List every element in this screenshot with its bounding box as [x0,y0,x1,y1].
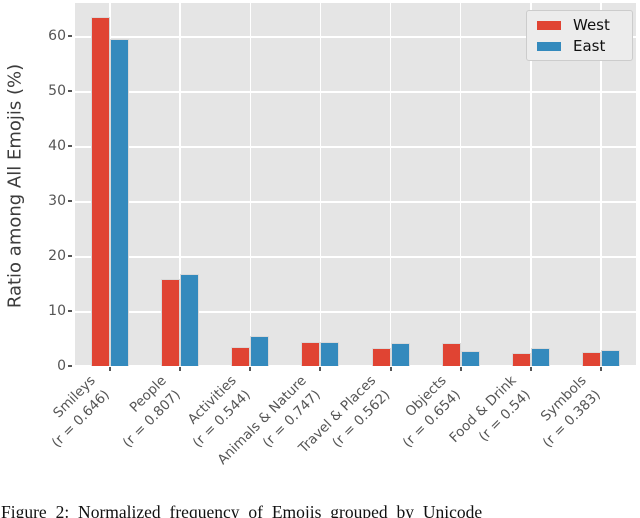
legend-label-east: East [573,37,606,55]
figure-caption: Figure 2: Normalized frequency of Emojis… [1,502,483,518]
x-tick-mark-travel-places [389,367,392,371]
gridline-h-60 [75,36,636,38]
gridline-h-20 [75,256,636,258]
y-tick-label-30: 30 [48,193,66,209]
bar-east-travel-places [390,343,410,366]
bar-east-smileys [110,38,130,366]
y-tick-mark-30 [68,200,72,202]
legend-label-west: West [573,16,610,34]
bar-west-travel-places [371,347,391,366]
legend: West East [526,10,633,61]
y-tick-label-50: 50 [48,83,66,99]
legend-swatch-east [537,42,561,51]
bar-west-objects [441,343,461,366]
y-tick-label-60: 60 [48,28,66,44]
y-tick-mark-10 [68,310,72,312]
x-tick-mark-food-drink [529,367,532,371]
y-tick-mark-40 [68,145,72,147]
bar-east-activities [250,336,270,366]
x-tick-mark-objects [459,367,462,371]
y-tick-mark-60 [68,35,72,37]
gridline-v-people [179,3,181,366]
gridline-v-food-drink [530,3,532,366]
y-tick-mark-0 [68,365,72,367]
x-tick-label-symbols: Symbols (r = 0.383) [525,372,605,452]
bar-east-symbols [600,350,620,366]
x-tick-mark-people [179,367,182,371]
bar-east-food-drink [530,348,550,366]
y-tick-label-0: 0 [57,358,66,374]
gridline-v-symbols [600,3,602,366]
x-tick-label-smileys: Smileys (r = 0.646) [34,372,114,452]
bar-west-symbols [581,351,601,366]
bar-east-people [180,273,200,366]
y-axis-label: Ratio among All Emojis (%) [4,63,26,309]
x-tick-label-people: People (r = 0.807) [104,372,184,452]
gridline-v-objects [459,3,462,366]
gridline-v-travel-places [389,3,392,366]
x-tick-mark-activities [249,367,252,371]
gridline-h-10 [75,311,636,313]
legend-item-east: East [537,39,622,54]
x-tick-mark-animals-nature [319,367,322,371]
x-tick-mark-smileys [109,367,112,371]
plot-area [75,3,636,366]
bar-west-animals-nature [301,342,321,366]
gridline-v-activities [249,3,252,366]
y-tick-mark-50 [68,90,72,92]
gridline-h-50 [75,91,636,93]
y-tick-mark-20 [68,255,72,257]
bar-west-people [161,278,181,366]
x-tick-mark-symbols [599,367,602,371]
x-tick-label-food-drink: Food & Drink (r = 0.54) [446,372,536,462]
gridline-h-0 [75,364,636,366]
gridline-h-40 [75,146,636,148]
y-tick-label-20: 20 [48,248,66,264]
gridline-h-30 [75,201,636,203]
y-tick-label-10: 10 [48,303,66,319]
legend-item-west: West [537,18,622,33]
bar-east-objects [460,350,480,366]
bar-west-food-drink [511,352,531,366]
gridline-v-animals-nature [319,3,322,366]
bar-west-activities [231,347,251,366]
y-tick-label-40: 40 [48,138,66,154]
legend-swatch-west [537,21,561,30]
bar-west-smileys [91,16,111,366]
bar-east-animals-nature [320,341,340,366]
